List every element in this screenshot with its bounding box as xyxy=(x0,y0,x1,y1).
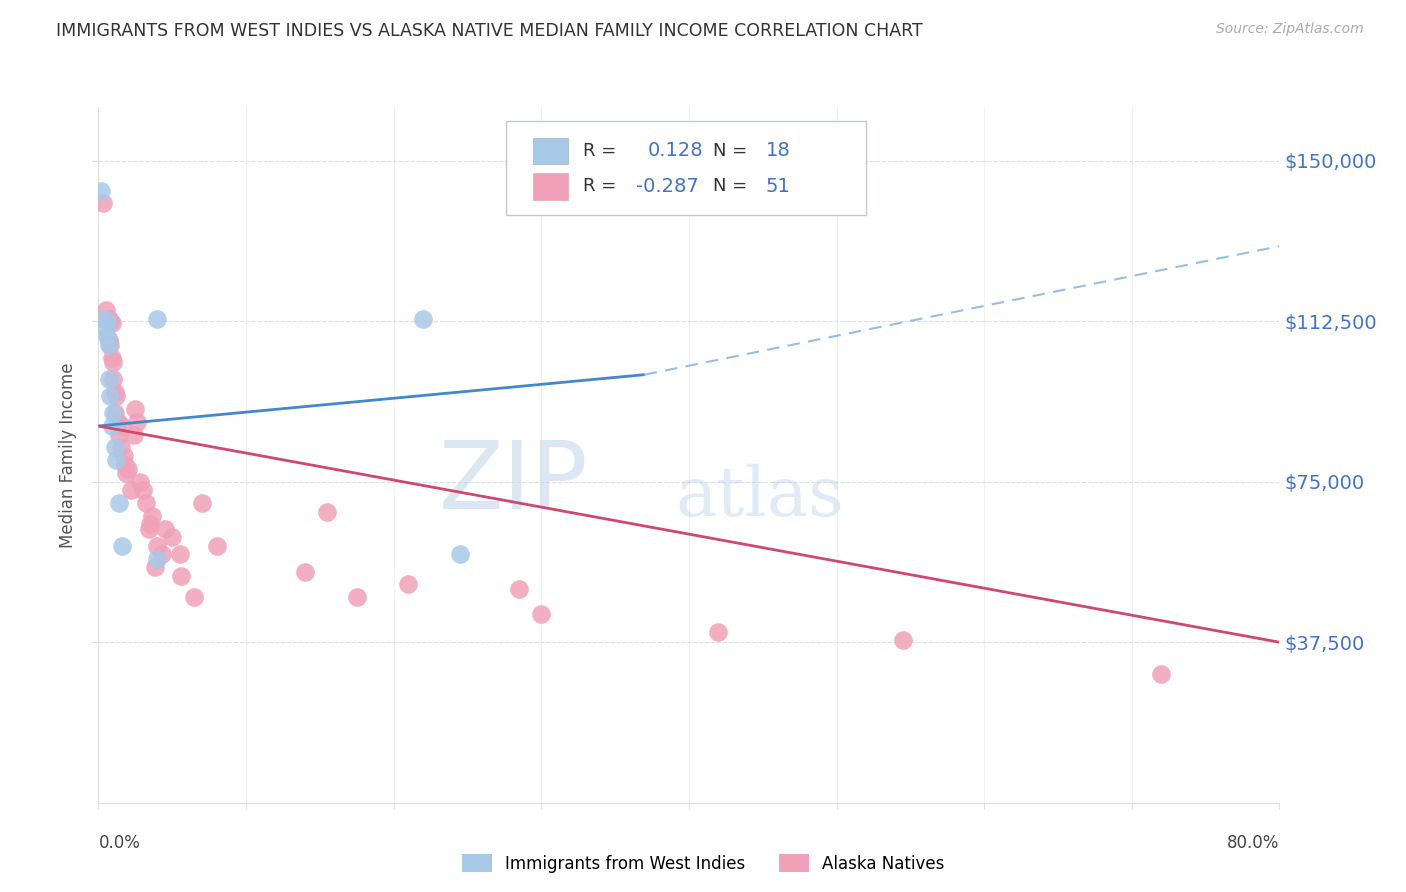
Point xyxy=(508,582,530,596)
Point xyxy=(412,312,434,326)
Point xyxy=(316,505,339,519)
Point xyxy=(97,334,120,348)
Point xyxy=(1150,667,1173,681)
Point xyxy=(104,441,127,455)
Text: atlas: atlas xyxy=(675,464,844,530)
Point xyxy=(125,415,148,429)
Point xyxy=(128,475,150,489)
Point xyxy=(146,551,169,566)
Point xyxy=(205,539,228,553)
Point xyxy=(122,427,145,442)
Point xyxy=(170,569,193,583)
Point xyxy=(98,314,121,328)
Point xyxy=(139,517,162,532)
Point xyxy=(169,548,191,562)
Point xyxy=(891,633,914,648)
Point xyxy=(103,372,125,386)
Point xyxy=(98,337,121,351)
Point xyxy=(90,184,112,198)
Point xyxy=(135,496,157,510)
Point xyxy=(183,591,205,605)
Point xyxy=(115,466,138,480)
Point xyxy=(124,401,146,416)
Point xyxy=(153,522,176,536)
Point xyxy=(138,522,160,536)
Text: 51: 51 xyxy=(766,177,790,196)
Point xyxy=(707,624,730,639)
Point xyxy=(100,351,122,365)
FancyBboxPatch shape xyxy=(533,173,568,200)
Point xyxy=(294,565,316,579)
Text: ZIP: ZIP xyxy=(439,437,589,529)
Point xyxy=(117,462,139,476)
Text: -0.287: -0.287 xyxy=(636,177,699,196)
Point xyxy=(96,312,118,326)
Point xyxy=(98,389,121,403)
FancyBboxPatch shape xyxy=(533,137,568,164)
Point xyxy=(97,372,120,386)
Point xyxy=(108,427,131,442)
Point xyxy=(112,449,135,463)
Point xyxy=(103,406,125,420)
Text: R =: R = xyxy=(582,142,616,160)
Point xyxy=(132,483,155,498)
Text: 80.0%: 80.0% xyxy=(1227,834,1279,852)
Text: Source: ZipAtlas.com: Source: ZipAtlas.com xyxy=(1216,22,1364,37)
Text: R =: R = xyxy=(582,178,616,195)
Point xyxy=(100,316,122,330)
Point xyxy=(150,548,173,562)
Point xyxy=(111,419,134,434)
Point xyxy=(104,406,127,420)
Point xyxy=(96,329,118,343)
Point xyxy=(141,508,163,523)
Point xyxy=(110,441,132,455)
Point xyxy=(530,607,553,622)
Point xyxy=(96,314,118,328)
Point xyxy=(100,419,122,434)
Point xyxy=(94,320,117,334)
FancyBboxPatch shape xyxy=(506,121,866,215)
Text: IMMIGRANTS FROM WEST INDIES VS ALASKA NATIVE MEDIAN FAMILY INCOME CORRELATION CH: IMMIGRANTS FROM WEST INDIES VS ALASKA NA… xyxy=(56,22,922,40)
Text: 18: 18 xyxy=(766,141,790,161)
Point xyxy=(143,560,166,574)
Point xyxy=(191,496,214,510)
Point xyxy=(111,539,134,553)
Point xyxy=(449,548,471,562)
Point xyxy=(107,415,129,429)
Point xyxy=(103,355,125,369)
Point xyxy=(94,303,117,318)
Text: 0.0%: 0.0% xyxy=(98,834,141,852)
Point xyxy=(97,337,120,351)
Y-axis label: Median Family Income: Median Family Income xyxy=(59,362,77,548)
Text: 0.128: 0.128 xyxy=(648,141,703,161)
Point xyxy=(120,483,142,498)
Text: N =: N = xyxy=(713,178,747,195)
Point xyxy=(104,384,127,399)
Point xyxy=(91,196,114,211)
Point xyxy=(162,530,183,544)
Point xyxy=(105,453,128,467)
Point xyxy=(93,312,115,326)
Legend: Immigrants from West Indies, Alaska Natives: Immigrants from West Indies, Alaska Nati… xyxy=(456,847,950,880)
Point xyxy=(114,458,136,472)
Point xyxy=(146,539,169,553)
Point xyxy=(346,591,368,605)
Text: N =: N = xyxy=(713,142,747,160)
Point xyxy=(396,577,419,591)
Point xyxy=(108,496,131,510)
Point xyxy=(105,389,128,403)
Point xyxy=(146,312,169,326)
Point xyxy=(97,312,120,326)
